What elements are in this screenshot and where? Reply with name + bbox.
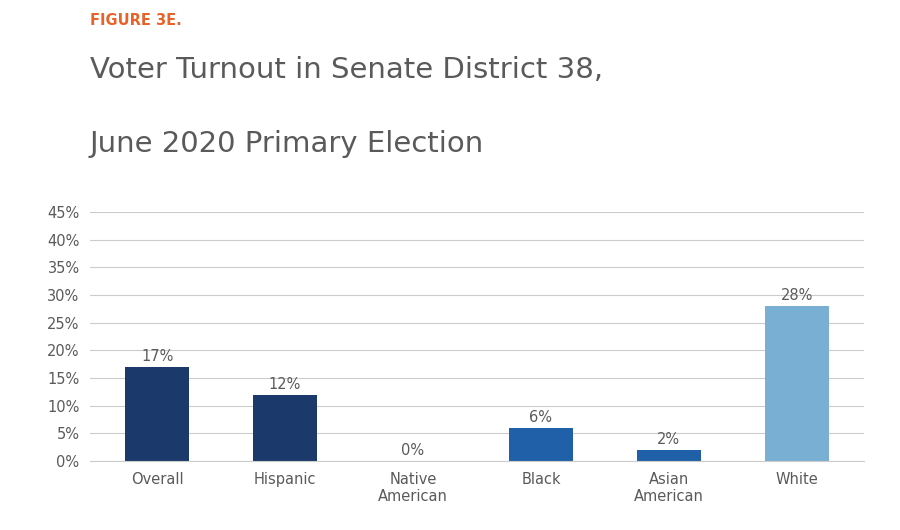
Text: June 2020 Primary Election: June 2020 Primary Election [90,130,484,158]
Text: 0%: 0% [401,443,425,458]
Text: FIGURE 3E.: FIGURE 3E. [90,13,182,28]
Bar [509,428,573,461]
Text: 17%: 17% [141,349,174,364]
Text: Voter Turnout in Senate District 38,: Voter Turnout in Senate District 38, [90,56,603,84]
Text: 6%: 6% [529,410,553,425]
Bar [637,450,701,461]
Bar [253,395,317,461]
Text: 2%: 2% [657,432,680,447]
Text: 12%: 12% [269,377,302,392]
Bar [125,367,189,461]
Text: 28%: 28% [780,288,813,303]
Bar [765,306,829,461]
